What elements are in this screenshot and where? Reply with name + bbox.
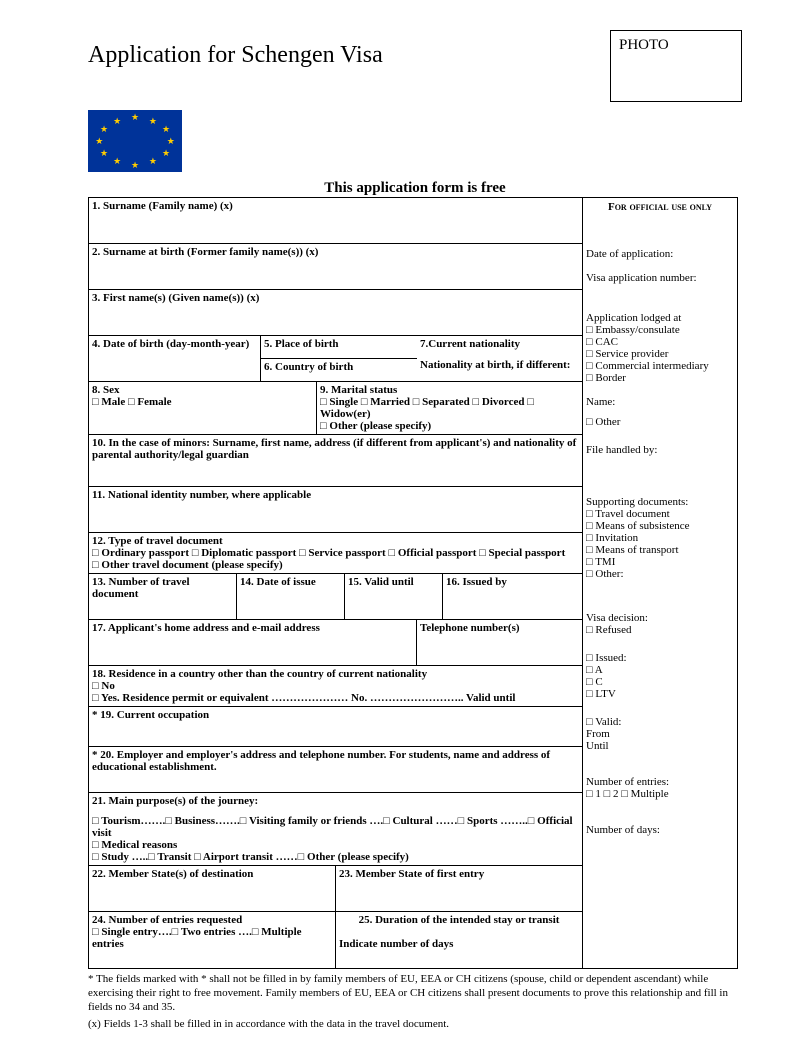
side-valid: Valid: From Until: [583, 714, 737, 754]
side-lodged-at: Application lodged at Embassy/consulate …: [583, 310, 737, 386]
field-23-first-entry[interactable]: 23. Member State of first entry: [336, 866, 582, 912]
field-19-occupation[interactable]: * 19. Current occupation: [89, 707, 582, 747]
row-17: 17. Applicant's home address and e-mail …: [89, 620, 582, 666]
footnote-2: (x) Fields 1-3 shall be filled in in acc…: [88, 1014, 738, 1032]
row-8-9: 8. Sex □ Male □ Female 9. Marital status…: [89, 382, 582, 435]
checkbox-other[interactable]: Other: [586, 416, 620, 428]
page: Application for Schengen Visa PHOTO ★ ★ …: [0, 0, 790, 1052]
field-12-travel-doc-type[interactable]: 12. Type of travel document □ Ordinary p…: [89, 533, 582, 574]
page-title: Application for Schengen Visa: [88, 42, 383, 69]
field-1-surname[interactable]: 1. Surname (Family name) (x): [89, 198, 582, 244]
checkbox-issued-c[interactable]: C: [586, 676, 734, 688]
field-16-issued-by[interactable]: 16. Issued by: [443, 574, 582, 620]
field-17b-phone[interactable]: Telephone number(s): [417, 620, 582, 666]
footnote-1: * The fields marked with * shall not be …: [88, 969, 738, 1014]
checkbox-invitation[interactable]: Invitation: [586, 532, 734, 544]
official-use-header: For official use only: [583, 198, 737, 216]
checkbox-border[interactable]: Border: [586, 372, 734, 384]
field-21-purpose[interactable]: 21. Main purpose(s) of the journey: □ To…: [89, 793, 582, 866]
field-20-employer[interactable]: * 20. Employer and employer's address an…: [89, 747, 582, 793]
side-name: Name:: [583, 394, 737, 410]
field-9-marital[interactable]: 9. Marital status □ Single □ Married □ S…: [317, 382, 582, 435]
field-22-destination[interactable]: 22. Member State(s) of destination: [89, 866, 336, 912]
form-subtitle: This application form is free: [88, 180, 742, 197]
checkbox-issued-a[interactable]: A: [586, 664, 734, 676]
side-other: Other: [583, 414, 737, 430]
checkbox-service-provider[interactable]: Service provider: [586, 348, 734, 360]
form-grid: 1. Surname (Family name) (x) 2. Surname …: [88, 197, 738, 969]
checkbox-commercial[interactable]: Commercial intermediary: [586, 360, 734, 372]
field-15-valid-until[interactable]: 15. Valid until: [345, 574, 443, 620]
side-file-handled: File handled by:: [583, 442, 737, 458]
field-8-sex[interactable]: 8. Sex □ Male □ Female: [89, 382, 317, 435]
col-5-6: 5. Place of birth 6. Country of birth: [261, 336, 417, 382]
checkbox-travel-doc[interactable]: Travel document: [586, 508, 734, 520]
field-25-duration[interactable]: 25. Duration of the intended stay or tra…: [336, 912, 582, 968]
row-24-25: 24. Number of entries requested □ Single…: [89, 912, 582, 968]
main-column: 1. Surname (Family name) (x) 2. Surname …: [89, 198, 583, 968]
field-13-doc-number[interactable]: 13. Number of travel document: [89, 574, 237, 620]
field-4-dob[interactable]: 4. Date of birth (day-month-year): [89, 336, 261, 382]
field-3-first-names[interactable]: 3. First name(s) (Given name(s)) (x): [89, 290, 582, 336]
side-date-application: Date of application:: [583, 246, 737, 262]
photo-label: PHOTO: [619, 37, 669, 53]
checkbox-entries-opts[interactable]: □ 1 □ 2 □ Multiple: [586, 788, 734, 800]
checkbox-refused[interactable]: Refused: [586, 624, 734, 636]
checkbox-valid[interactable]: Valid:: [586, 716, 734, 728]
side-visa-decision: Visa decision: Refused: [583, 610, 737, 638]
side-num-entries: Number of entries: □ 1 □ 2 □ Multiple: [583, 774, 737, 802]
checkbox-transport[interactable]: Means of transport: [586, 544, 734, 556]
checkbox-subsistence[interactable]: Means of subsistence: [586, 520, 734, 532]
side-num-days: Number of days:: [583, 822, 737, 838]
checkbox-embassy[interactable]: Embassy/consulate: [586, 324, 734, 336]
row-13-16: 13. Number of travel document 14. Date o…: [89, 574, 582, 620]
field-11-identity-number[interactable]: 11. National identity number, where appl…: [89, 487, 582, 533]
field-10-minors[interactable]: 10. In the case of minors: Surname, firs…: [89, 435, 582, 487]
side-supporting-docs: Supporting documents: Travel document Me…: [583, 494, 737, 582]
photo-placeholder: PHOTO: [610, 30, 742, 102]
field-24-entries-requested[interactable]: 24. Number of entries requested □ Single…: [89, 912, 336, 968]
checkbox-issued[interactable]: Issued:: [586, 652, 734, 664]
side-visa-number: Visa application number:: [583, 270, 737, 286]
field-5-place-birth[interactable]: 5. Place of birth: [261, 336, 417, 359]
title-block: Application for Schengen Visa: [88, 30, 383, 69]
field-2-surname-birth[interactable]: 2. Surname at birth (Former family name(…: [89, 244, 582, 290]
header-row: Application for Schengen Visa PHOTO: [88, 30, 742, 102]
eu-flag-icon: ★ ★ ★ ★ ★ ★ ★ ★ ★ ★ ★ ★: [88, 110, 182, 172]
row-4-7: 4. Date of birth (day-month-year) 5. Pla…: [89, 336, 582, 382]
row-22-23: 22. Member State(s) of destination 23. M…: [89, 866, 582, 912]
checkbox-tmi[interactable]: TMI: [586, 556, 734, 568]
checkbox-issued-ltv[interactable]: LTV: [586, 688, 734, 700]
field-7-nationality[interactable]: 7.Current nationality Nationality at bir…: [417, 336, 582, 382]
field-17-address-email[interactable]: 17. Applicant's home address and e-mail …: [89, 620, 417, 666]
field-14-date-issue[interactable]: 14. Date of issue: [237, 574, 345, 620]
official-use-column: For official use only Date of applicatio…: [583, 198, 737, 968]
field-6-country-birth[interactable]: 6. Country of birth: [261, 359, 417, 382]
checkbox-cac[interactable]: CAC: [586, 336, 734, 348]
checkbox-supporting-other[interactable]: Other:: [586, 568, 734, 580]
side-issued: Issued: A C LTV: [583, 650, 737, 702]
field-18-residence[interactable]: 18. Residence in a country other than th…: [89, 666, 582, 707]
